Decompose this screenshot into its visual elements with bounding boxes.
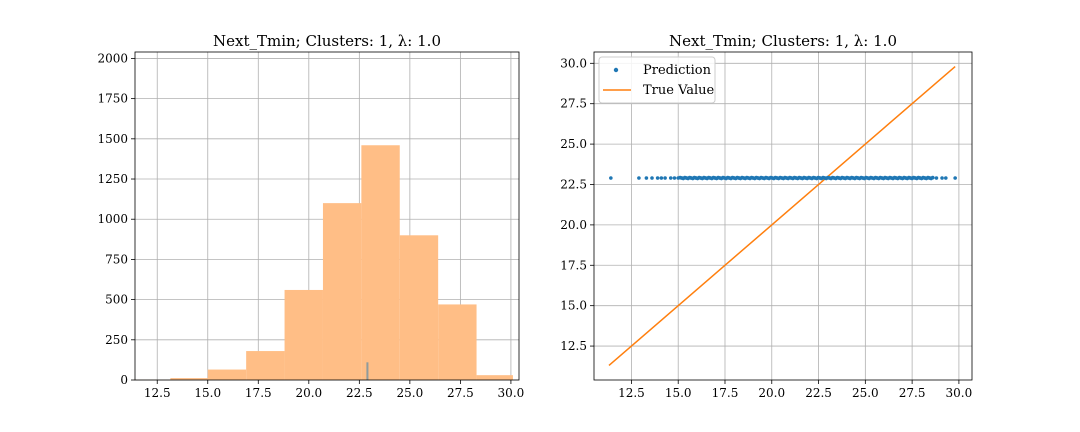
histogram-title: Next_Tmin; Clusters: 1, λ: 1.0 (213, 32, 441, 50)
x-tick-label: 25.0 (852, 386, 879, 400)
x-tick-label: 25.0 (397, 386, 424, 400)
x-tick-label: 30.0 (946, 386, 973, 400)
scatter-panel: 12.5 15.0 17.5 20.0 22.5 25.0 27.5 30.0 12.5 15.0… (560, 32, 973, 400)
y-tick-label: 1750 (97, 92, 128, 106)
y-tick-label: 12.5 (560, 339, 587, 353)
prediction-point (930, 175, 935, 180)
y-tick-label: 1000 (97, 212, 128, 226)
scatter-title: Next_Tmin; Clusters: 1, λ: 1.0 (669, 32, 897, 50)
histogram-bar (322, 203, 362, 380)
y-tick-label: 15.0 (560, 299, 587, 313)
prediction-point (940, 176, 944, 180)
histogram-bar (438, 304, 477, 380)
prediction-point (609, 176, 613, 180)
x-tick-label: 17.5 (712, 386, 739, 400)
legend-true-value-label: True Value (643, 83, 715, 98)
y-tick-label: 30.0 (560, 56, 587, 70)
y-tick-label: 250 (105, 333, 128, 347)
y-tick-label: 750 (105, 252, 128, 266)
x-tick-label: 27.5 (899, 386, 926, 400)
prediction-point (672, 176, 677, 180)
y-tick-label: 17.5 (560, 258, 587, 272)
histogram-bar (207, 369, 247, 380)
legend-prediction-label: Prediction (643, 63, 712, 78)
y-tick-label: 1500 (97, 132, 128, 146)
true-value-line (608, 65, 956, 367)
prediction-point (644, 176, 649, 180)
prediction-point (953, 176, 957, 180)
x-tick-label: 15.0 (665, 386, 692, 400)
prediction-point (650, 176, 654, 180)
x-tick-label: 30.0 (498, 386, 525, 400)
histogram-bar-secondary (366, 362, 369, 380)
prediction-point (944, 176, 948, 180)
axes-frame (593, 51, 973, 381)
prediction-point (668, 176, 673, 180)
x-tick-label: 12.5 (618, 386, 645, 400)
x-tick-label: 17.5 (245, 386, 272, 400)
y-tick-label: 20.0 (560, 218, 587, 232)
y-tick-label: 2000 (97, 51, 128, 65)
y-tick-label: 500 (105, 293, 128, 307)
y-tick-label: 27.5 (560, 97, 587, 111)
histogram-bar (361, 145, 400, 380)
x-tick-label: 22.5 (346, 386, 373, 400)
legend: Prediction True Value (598, 56, 716, 104)
histogram-bar (284, 289, 323, 380)
prediction-point (659, 176, 664, 180)
histogram-bar (170, 378, 208, 380)
histogram-bar (476, 375, 513, 380)
x-tick-label: 15.0 (194, 386, 221, 400)
y-tick-label: 1250 (97, 172, 128, 186)
x-tick-label: 20.0 (758, 386, 785, 400)
legend-prediction-marker (613, 67, 619, 73)
prediction-point (637, 176, 641, 180)
axes-frame (134, 51, 520, 381)
prediction-point (655, 176, 660, 180)
x-tick-label: 27.5 (447, 386, 474, 400)
x-tick-label: 22.5 (805, 386, 832, 400)
y-tick-label: 25.0 (560, 137, 587, 151)
y-tick-label: 22.5 (560, 177, 587, 191)
histogram-bar (246, 351, 285, 380)
y-tick-label: 0 (120, 373, 128, 387)
x-tick-label: 20.0 (295, 386, 322, 400)
x-tick-label: 12.5 (144, 386, 171, 400)
prediction-point (934, 176, 939, 180)
prediction-point (663, 176, 667, 180)
histogram-bar (399, 235, 439, 380)
histogram-panel: 12.5 15.0 17.5 20.0 22.5 25.0 27.5 30.0 0 250 500 7… (97, 32, 524, 400)
